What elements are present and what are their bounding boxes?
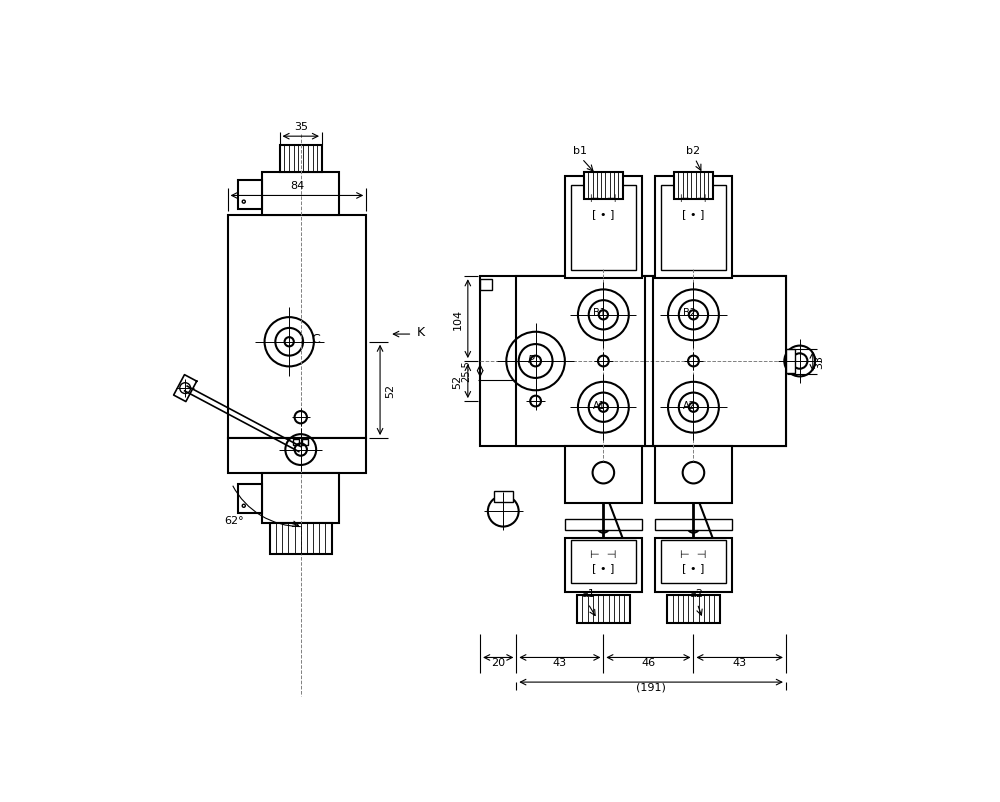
Text: ⊢  ⊣: ⊢ ⊣ <box>590 549 617 559</box>
Bar <box>228 216 366 439</box>
Text: [ • ]: [ • ] <box>592 563 615 573</box>
Text: K: K <box>416 326 424 338</box>
Text: 35: 35 <box>294 122 308 132</box>
Text: 25.5: 25.5 <box>461 360 471 382</box>
Bar <box>270 523 332 554</box>
Bar <box>293 439 299 445</box>
Text: [ • ]: [ • ] <box>682 563 705 573</box>
Bar <box>667 595 720 623</box>
Bar <box>655 177 732 278</box>
Bar <box>238 180 262 210</box>
Text: C: C <box>311 333 320 346</box>
Text: ⊢  ⊣: ⊢ ⊣ <box>680 193 707 204</box>
Text: 62°: 62° <box>224 515 243 525</box>
Text: a2: a2 <box>690 588 704 598</box>
Text: (191): (191) <box>636 682 666 692</box>
Text: 52: 52 <box>452 375 462 389</box>
Bar <box>302 439 308 445</box>
Text: b2: b2 <box>686 146 700 156</box>
Bar <box>565 519 642 531</box>
Text: 52: 52 <box>385 383 395 398</box>
Circle shape <box>488 496 519 527</box>
Bar <box>661 186 726 271</box>
Bar <box>661 541 726 583</box>
Text: B1: B1 <box>593 308 606 318</box>
Bar <box>565 177 642 278</box>
Bar <box>516 277 786 446</box>
Text: 43: 43 <box>553 658 567 667</box>
Bar <box>584 173 623 200</box>
Text: b1: b1 <box>573 146 587 156</box>
Bar <box>565 446 642 504</box>
Text: a1: a1 <box>582 588 596 598</box>
Text: [ • ]: [ • ] <box>682 209 705 219</box>
Bar <box>238 484 262 514</box>
Bar <box>262 473 339 523</box>
Bar <box>571 186 636 271</box>
Bar <box>494 492 513 502</box>
Bar <box>262 173 339 216</box>
Bar <box>571 541 636 583</box>
Text: B2: B2 <box>683 308 696 318</box>
Bar <box>655 446 732 504</box>
Bar <box>565 538 642 592</box>
Bar <box>674 173 713 200</box>
Text: P: P <box>528 354 534 364</box>
Bar <box>786 350 795 373</box>
Bar <box>280 146 322 173</box>
Text: 104: 104 <box>452 309 462 330</box>
Bar <box>655 519 732 531</box>
Text: A1: A1 <box>593 400 606 411</box>
Bar <box>228 439 366 473</box>
Bar <box>480 277 786 446</box>
Text: 84: 84 <box>290 180 304 191</box>
Bar <box>655 538 732 592</box>
Bar <box>480 280 492 291</box>
Bar <box>577 595 630 623</box>
Text: 43: 43 <box>733 658 747 667</box>
Text: ⊢  ⊣: ⊢ ⊣ <box>680 549 707 559</box>
Text: [ • ]: [ • ] <box>592 209 615 219</box>
Text: 20: 20 <box>491 658 505 667</box>
Text: 33: 33 <box>814 354 824 369</box>
Text: ⊢  ⊣: ⊢ ⊣ <box>590 193 617 204</box>
Text: 46: 46 <box>641 658 655 667</box>
Text: A2: A2 <box>683 400 696 411</box>
